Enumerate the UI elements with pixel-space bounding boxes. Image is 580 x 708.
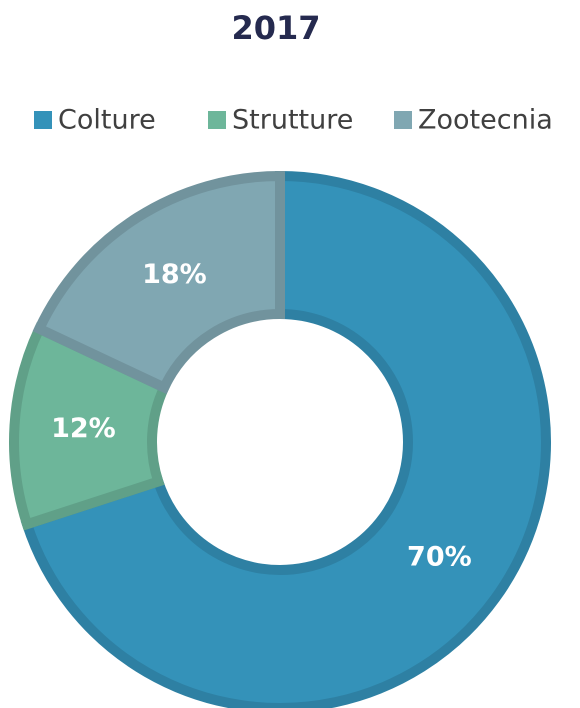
legend-swatch: [208, 111, 226, 129]
legend-label: Zootecnia: [418, 105, 553, 136]
legend-label: Strutture: [232, 105, 353, 136]
donut-segment: [32, 170, 285, 395]
data-label: 70%: [407, 541, 472, 572]
legend-swatch: [394, 111, 412, 129]
data-label: 18%: [142, 259, 207, 290]
donut-segment: [20, 170, 551, 708]
data-label: 12%: [51, 413, 116, 444]
legend-swatch: [34, 111, 52, 129]
legend-label: Colture: [58, 105, 156, 136]
chart-title: 2017: [231, 9, 320, 47]
